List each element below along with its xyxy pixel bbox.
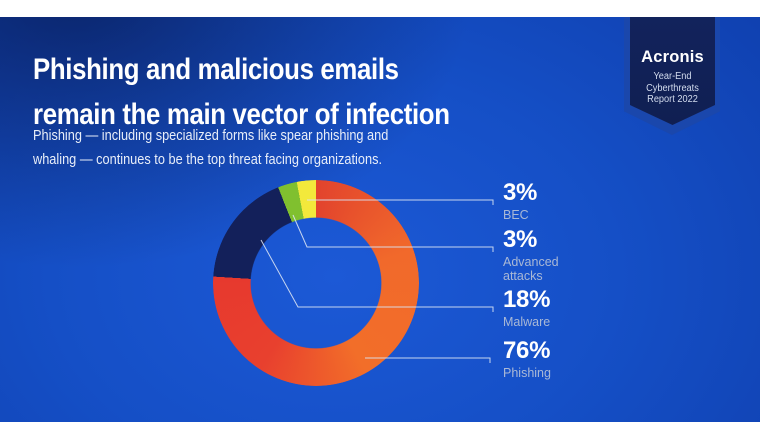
leader-lines xyxy=(260,199,494,363)
donut-chart xyxy=(213,180,419,386)
leader-line-phishing xyxy=(365,357,491,363)
brand-logo: Acronis xyxy=(641,48,704,66)
report-ribbon: Acronis Year-End Cyberthreats Report 202… xyxy=(630,17,715,125)
page-subtitle: Phishing — including specialized forms l… xyxy=(33,124,388,172)
ribbon-line-1: Year-End xyxy=(653,71,692,82)
callout-phishing: 76% Phishing xyxy=(503,339,551,381)
page-subtitle-line1: Phishing — including specialized forms l… xyxy=(33,128,389,144)
callout-value: 3% xyxy=(503,179,538,206)
page-subtitle-line2: whaling — continues to be the top threat… xyxy=(33,152,383,168)
callout-label: attacks xyxy=(503,268,543,283)
callout-label: Phishing xyxy=(503,366,551,380)
callout-label: Advanced xyxy=(503,255,559,269)
blue-panel: Phishing and malicious emails remain the… xyxy=(0,17,760,422)
callout-bec: 3% BEC xyxy=(503,181,537,223)
callout-malware: 18% Malware xyxy=(503,288,550,330)
callout-value: 3% xyxy=(503,226,538,253)
callout-label: BEC xyxy=(503,208,529,222)
leader-line-advanced-attacks xyxy=(292,214,494,252)
page-title-line1: Phishing and malicious emails xyxy=(33,53,399,86)
callout-label: Malware xyxy=(503,315,551,329)
ribbon-line-2: Cyberthreats xyxy=(646,82,699,94)
leader-line-malware xyxy=(260,239,494,312)
callout-value: 18% xyxy=(503,286,551,313)
page-title: Phishing and malicious emails remain the… xyxy=(33,47,450,137)
callout-value: 76% xyxy=(503,337,551,364)
page-title-line2: remain the main vector of infection xyxy=(33,98,450,131)
callout-advanced-attacks: 3% Advanced attacks xyxy=(503,228,559,283)
ribbon-line-3: Report 2022 xyxy=(647,94,698,105)
leader-line-bec xyxy=(307,199,494,205)
